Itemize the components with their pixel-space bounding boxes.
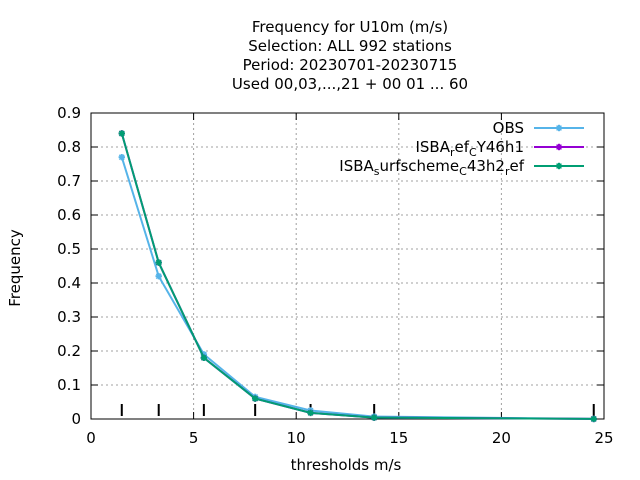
y-tick-label: 0.7 [57, 172, 81, 190]
x-tick-label: 20 [492, 429, 511, 447]
series-0 [118, 154, 597, 423]
y-tick-label: 0.3 [57, 308, 81, 326]
plot-border [90, 112, 605, 420]
data-point [251, 395, 259, 402]
data-point [155, 273, 162, 280]
data-point [118, 130, 125, 137]
x-axis-label: thresholds m/s [291, 456, 402, 474]
series-line [120, 156, 594, 420]
legend-swatch-marker [555, 124, 563, 132]
legend-label: ISBAsurfschemeC43h2ref [339, 157, 524, 178]
y-tick-label: 0 [71, 410, 81, 428]
data-point [590, 415, 597, 423]
data-point [307, 409, 314, 417]
series-layer [118, 130, 597, 423]
x-tick-label: 25 [594, 429, 613, 447]
y-tick-label: 0.1 [57, 376, 81, 394]
y-tick-label: 0.2 [57, 342, 81, 360]
series-line [120, 133, 594, 420]
legend-swatch-marker [555, 162, 563, 170]
data-point [370, 414, 378, 421]
legend-swatch-marker [555, 143, 563, 151]
title-line: Period: 20230701-20230715 [243, 56, 458, 74]
title-line: Selection: ALL 992 stations [248, 37, 452, 55]
x-tick-label: 10 [287, 429, 306, 447]
data-point [118, 154, 125, 161]
y-tick-label: 0.5 [57, 240, 81, 258]
y-tick-label: 0.8 [57, 138, 81, 156]
data-point [200, 354, 208, 361]
y-axis-label: Frequency [6, 229, 24, 307]
y-tick-label: 0.4 [57, 274, 81, 292]
x-tick-label: 0 [86, 429, 96, 447]
x-tick-label: 15 [389, 429, 408, 447]
y-axis: 0 0.1 0.2 0.3 0.4 0.5 0.6 0.7 0.8 0.9 [57, 104, 604, 428]
chart-grid [91, 113, 604, 419]
title-line: Used 00,03,...,21 + 00 01 ... 60 [232, 75, 468, 93]
y-tick-label: 0.9 [57, 104, 81, 122]
legend-label: ISBArefCY46h1 [415, 138, 524, 159]
legend-label: OBS [493, 119, 524, 137]
series-2 [118, 130, 597, 423]
chart-title: Frequency for U10m (m/s)Selection: ALL 9… [232, 18, 468, 93]
x-tick-label: 5 [189, 429, 199, 447]
title-line: Frequency for U10m (m/s) [252, 18, 448, 36]
series-line [120, 133, 594, 420]
data-point [155, 259, 162, 266]
x-axis: 0 5 10 15 20 25 [86, 113, 614, 447]
y-tick-label: 0.6 [57, 206, 81, 224]
